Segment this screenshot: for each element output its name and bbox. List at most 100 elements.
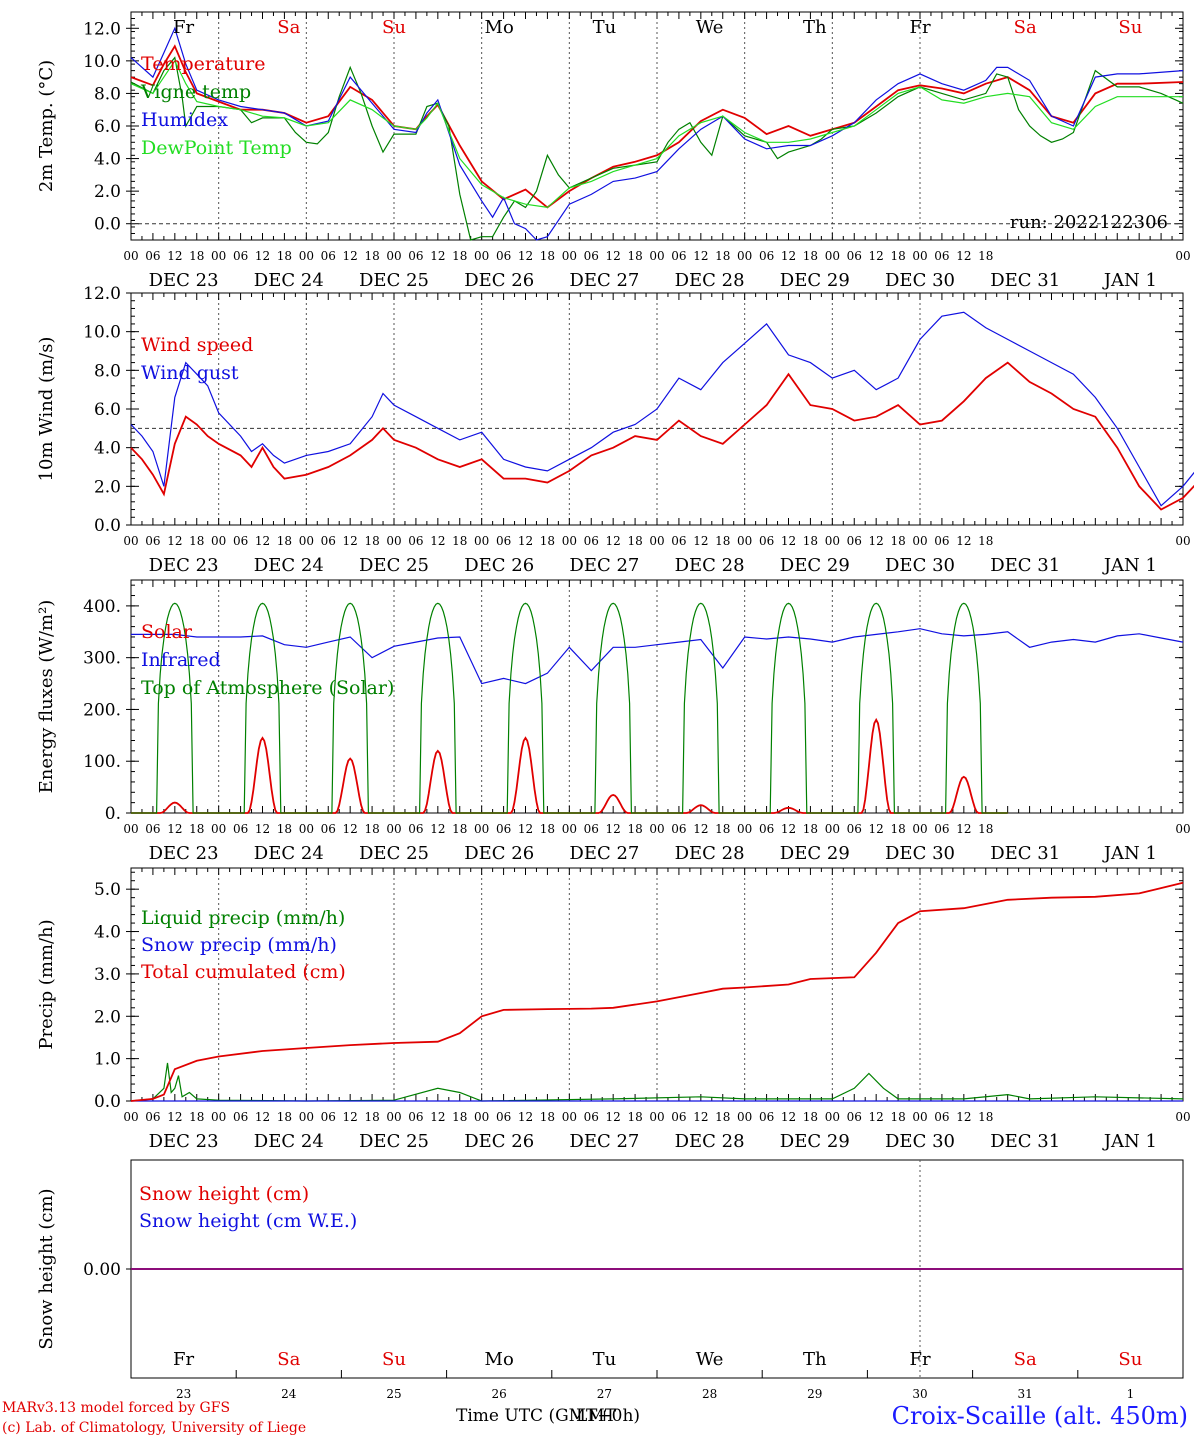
energy-date-label: JAN 1 <box>1102 843 1157 864</box>
temp-legend-item: Humidex <box>141 109 228 131</box>
temp-hour-label: 18 <box>277 249 292 263</box>
energy-hour-label: 18 <box>627 822 642 836</box>
temp-date-label: DEC 26 <box>464 270 534 291</box>
snow-weekday-label: Su <box>1118 1349 1142 1370</box>
energy-ytick-label: 300. <box>83 649 121 669</box>
wind-ytick-label: 10.0 <box>83 323 121 343</box>
temp-hour-label: 18 <box>803 249 818 263</box>
wind-hour-label: 12 <box>343 534 358 548</box>
energy-ytick-label: 0. <box>105 804 121 824</box>
weekday-label: Th <box>803 17 827 38</box>
wind-date-label: DEC 29 <box>780 555 850 576</box>
precip-legend-item: Snow precip (mm/h) <box>141 934 337 956</box>
energy-hour-label: 06 <box>145 822 160 836</box>
station-title: Croix-Scaille (alt. 450m) <box>891 1402 1188 1430</box>
run-label: run: 2022122306 <box>1010 212 1168 233</box>
wind-hour-label: 06 <box>408 534 423 548</box>
temp-date-label: DEC 25 <box>359 270 429 291</box>
temp-date-label: JAN 1 <box>1102 270 1157 291</box>
temp-hour-label: 00 <box>299 249 314 263</box>
wind-hour-label: 06 <box>759 534 774 548</box>
energy-legend-item: Solar <box>141 621 193 643</box>
precip-hour-label: 12 <box>781 1110 796 1124</box>
energy-hour-label: 00 <box>825 822 840 836</box>
model-credit: MARv3.13 model forced by GFS <box>2 1400 231 1416</box>
precip-hour-label: 12 <box>869 1110 884 1124</box>
precip-hour-label: 12 <box>255 1110 270 1124</box>
temp-hour-label: 06 <box>584 249 599 263</box>
precip-hour-label: 18 <box>715 1110 730 1124</box>
temp-hour-label: 12 <box>255 249 270 263</box>
wind-date-label: DEC 28 <box>675 555 745 576</box>
wind-hour-label: 18 <box>277 534 292 548</box>
precip-hour-label: 18 <box>540 1110 555 1124</box>
energy-hour-label: 00 <box>474 822 489 836</box>
wind-date-label: DEC 24 <box>254 555 324 576</box>
wind-hour-label: 00 <box>562 534 577 548</box>
wind-date-label: DEC 27 <box>569 555 639 576</box>
temp-date-label: DEC 28 <box>675 270 745 291</box>
temp-hour-label: 06 <box>671 249 686 263</box>
wind-ytick-label: 8.0 <box>94 361 121 381</box>
precip-hour-label: 12 <box>167 1110 182 1124</box>
precip-hour-label: 00 <box>825 1110 840 1124</box>
precip-date-label: DEC 27 <box>569 1131 639 1152</box>
wind-hour-label: 12 <box>869 534 884 548</box>
wind-date-label: DEC 31 <box>990 555 1060 576</box>
wind-hour-label: 06 <box>847 534 862 548</box>
wind-date-label: DEC 25 <box>359 555 429 576</box>
precip-legend-item: Liquid precip (mm/h) <box>141 907 345 929</box>
weekday-label: Mo <box>485 17 514 38</box>
energy-date-label: DEC 31 <box>990 843 1060 864</box>
snow-day-number: 27 <box>597 1387 612 1401</box>
temp-date-label: DEC 29 <box>780 270 850 291</box>
wind-ylabel: 10m Wind (m/s) <box>36 337 57 482</box>
snow-ylabel: Snow height (cm) <box>36 1188 57 1349</box>
wind-hour-label: 18 <box>189 534 204 548</box>
precip-hour-label: 00 <box>562 1110 577 1124</box>
temp-hour-label: 00 <box>123 249 138 263</box>
temp-hour-label: 00 <box>211 249 226 263</box>
energy-hour-label: 18 <box>890 822 905 836</box>
precip-date-label: DEC 28 <box>675 1131 745 1152</box>
temp-hour-label: 12 <box>606 249 621 263</box>
wind-hour-label: 12 <box>255 534 270 548</box>
temp-hour-label: 18 <box>540 249 555 263</box>
wind-hour-label: 00 <box>386 534 401 548</box>
precip-hour-label: 06 <box>584 1110 599 1124</box>
energy-hour-label: 12 <box>956 822 971 836</box>
temp-hour-label: 18 <box>715 249 730 263</box>
wind-hour-label: 00 <box>1175 534 1190 548</box>
wind-ytick-label: 12.0 <box>83 284 121 304</box>
snow-weekday-label: Th <box>803 1349 827 1370</box>
energy-ytick-label: 100. <box>83 752 121 772</box>
temp-hour-label: 06 <box>233 249 248 263</box>
precip-hour-label: 00 <box>474 1110 489 1124</box>
temp-hour-label: 06 <box>934 249 949 263</box>
temp-hour-label: 18 <box>452 249 467 263</box>
energy-panel <box>126 579 1184 814</box>
wind-ytick-label: 2.0 <box>94 477 121 497</box>
wind-hour-label: 06 <box>584 534 599 548</box>
energy-hour-label: 12 <box>693 822 708 836</box>
energy-hour-label: 00 <box>562 822 577 836</box>
snow-ytick-label: 0.00 <box>83 1260 121 1280</box>
precip-series-total-cumulated-cm- <box>130 881 1184 1102</box>
energy-ytick-label: 200. <box>83 700 121 720</box>
energy-hour-label: 06 <box>408 822 423 836</box>
precip-ytick-label: 0.0 <box>94 1092 121 1112</box>
wind-ytick-label: 4.0 <box>94 439 121 459</box>
temp-hour-label: 12 <box>167 249 182 263</box>
precip-hour-label: 18 <box>452 1110 467 1124</box>
wind-hour-label: 12 <box>518 534 533 548</box>
precip-hour-label: 06 <box>671 1110 686 1124</box>
energy-date-label: DEC 30 <box>885 843 955 864</box>
wind-hour-label: 00 <box>299 534 314 548</box>
temp-hour-label: 00 <box>386 249 401 263</box>
precip-hour-label: 18 <box>803 1110 818 1124</box>
energy-hour-label: 18 <box>452 822 467 836</box>
wind-hour-label: 06 <box>321 534 336 548</box>
energy-date-label: DEC 24 <box>254 843 324 864</box>
